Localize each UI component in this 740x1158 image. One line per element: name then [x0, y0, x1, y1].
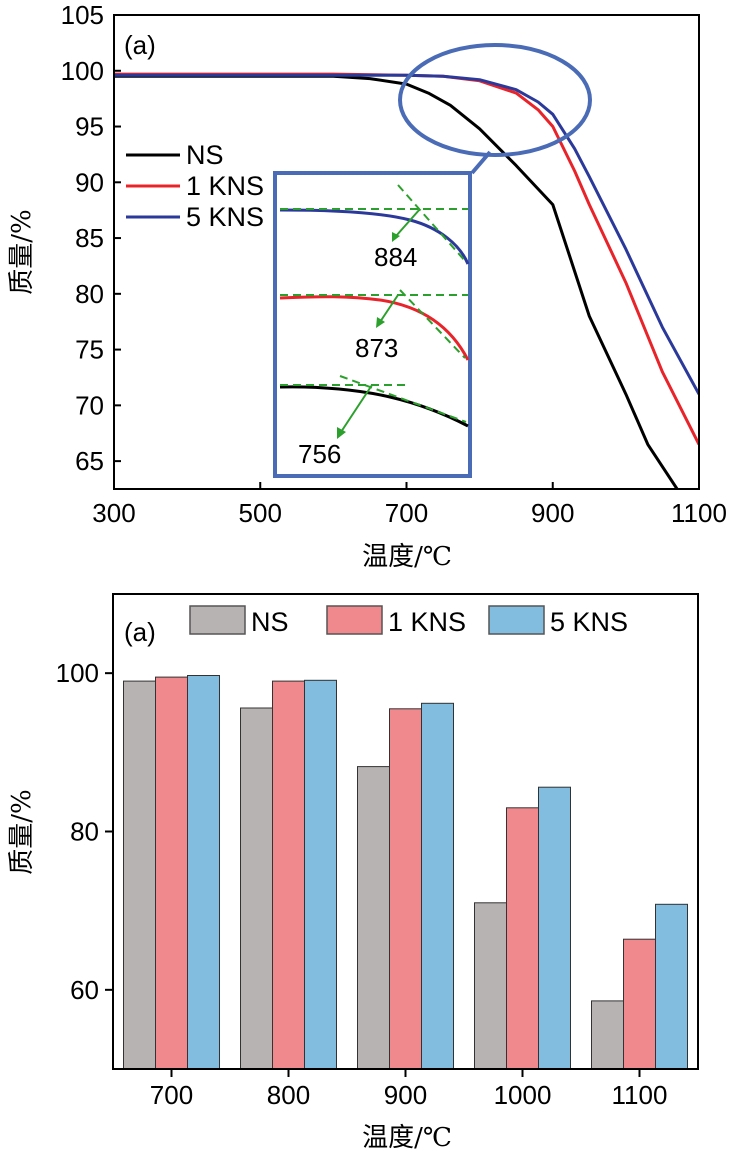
legend-label-ns: NS	[186, 140, 224, 170]
x-tick-label: 800	[267, 1080, 310, 1110]
x-tick-label: 700	[150, 1080, 193, 1110]
inset-arrowhead-5kns	[392, 232, 400, 242]
y-tick-label: 80	[75, 279, 104, 309]
y-axis-label: 质量/%	[7, 789, 37, 874]
x-tick-label: 900	[531, 498, 574, 528]
panel-label: (a)	[124, 30, 156, 60]
x-tick-label: 300	[92, 498, 135, 528]
y-tick-label: 100	[61, 56, 104, 86]
bar-1kns-1000	[506, 807, 539, 1070]
y-tick-label: 90	[75, 167, 104, 197]
inset-arrow-5kns	[395, 208, 421, 237]
bar-ns-1100	[591, 1000, 624, 1070]
x-tick-label: 500	[239, 498, 282, 528]
legend-swatch-5kns	[488, 605, 545, 635]
inset-slope-1kns	[399, 289, 466, 359]
bar-ns-800	[240, 707, 273, 1070]
y-tick-label: 100	[56, 658, 99, 688]
bar-ns-1000	[474, 902, 507, 1070]
x-tick-label: 1000	[494, 1080, 552, 1110]
y-tick-label: 95	[75, 112, 104, 142]
bar-5kns-1100	[655, 903, 688, 1070]
series-line-5kns	[114, 73, 699, 395]
bar-chart: 60 80 100 700 800 900 1000 1100 (a) NS 1 KNS 5…	[7, 593, 699, 1153]
x-axis-label: 温度/℃	[362, 1123, 452, 1153]
onset-label-884: 884	[374, 242, 417, 272]
y-tick-label: 65	[75, 446, 104, 476]
y-tick-label: 105	[61, 0, 104, 30]
y-tick-label: 75	[75, 335, 104, 365]
onset-label-756: 756	[298, 439, 341, 469]
bar-1kns-900	[389, 708, 422, 1070]
legend-label-5kns: 5 KNS	[186, 202, 264, 232]
bar-5kns-800	[304, 679, 337, 1070]
highlight-ellipse	[398, 43, 592, 157]
bar-1kns-800	[272, 680, 305, 1070]
line-chart: 65 70 75 80 85 90 95 100 105 300 500 700 900 1100 (a…	[7, 0, 727, 572]
inset-slope-ns	[339, 375, 467, 423]
y-tick-label: 80	[70, 817, 99, 847]
x-tick-label: 1100	[612, 1080, 668, 1110]
legend-label-5kns: 5 KNS	[550, 607, 628, 637]
bar-5kns-700	[187, 675, 220, 1070]
legend-label-ns: NS	[251, 607, 289, 637]
bar-5kns-1000	[538, 786, 571, 1070]
panel-label: (a)	[124, 617, 156, 647]
zoom-connector	[470, 150, 492, 175]
inset-arrowhead-ns	[337, 427, 346, 439]
inset-curve-5kns	[279, 208, 470, 265]
legend-swatch-1kns	[326, 605, 383, 635]
y-tick-label: 70	[75, 390, 104, 420]
x-tick-label: 1100	[671, 498, 727, 528]
inset-curve-1kns	[279, 295, 470, 361]
bar-1kns-700	[155, 676, 188, 1070]
onset-label-873: 873	[355, 333, 398, 363]
x-tick-label: 700	[385, 498, 428, 528]
y-tick-label: 60	[70, 975, 99, 1005]
legend: NS 1 KNS 5 KNS	[126, 140, 264, 232]
inset-arrowhead-1kns	[376, 317, 385, 328]
legend-swatch-ns	[189, 605, 246, 635]
legend-label-1kns: 1 KNS	[186, 171, 264, 201]
x-tick-label: 900	[384, 1080, 427, 1110]
legend-label-1kns: 1 KNS	[388, 607, 466, 637]
y-axis-label: 质量/%	[7, 209, 37, 294]
bar-ns-700	[123, 680, 156, 1070]
inset-arrow-ns	[340, 384, 373, 433]
inset-arrow-1kns	[379, 294, 399, 323]
inset-slope-5kns	[397, 184, 467, 263]
inset-zoom: 884 873 756	[273, 171, 472, 478]
bar-1kns-1100	[623, 938, 656, 1070]
bar-5kns-900	[421, 702, 454, 1070]
bar-ns-900	[357, 766, 390, 1070]
legend: NS 1 KNS 5 KNS	[189, 605, 628, 637]
x-axis-label: 温度/℃	[362, 542, 452, 572]
y-tick-label: 85	[75, 223, 104, 253]
inset-curve-ns	[279, 385, 469, 428]
